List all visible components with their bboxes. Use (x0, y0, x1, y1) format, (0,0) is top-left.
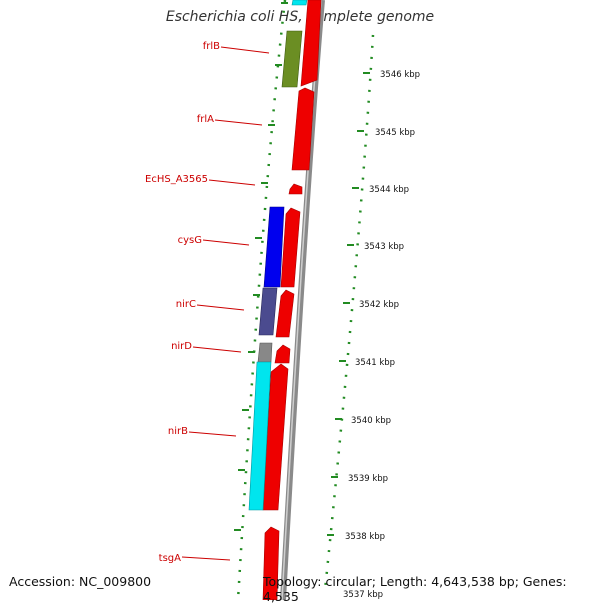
kbp-label: 3539 kbp (348, 474, 388, 484)
kbp-label: 3537 kbp (343, 590, 383, 600)
gene-block-nirD (257, 342, 273, 363)
gene-label-group: frlB frlA EcHS_A3565 cysG nirC nirD nirB… (145, 41, 220, 564)
gene-label: frlB (203, 41, 220, 52)
cds-feature (291, 87, 315, 171)
gene-blocks (248, 0, 308, 511)
cds-feature (262, 526, 280, 600)
gene-label: frlA (197, 114, 214, 125)
kbp-label: 3546 kbp (380, 70, 420, 80)
gene-block-frlB (281, 30, 303, 88)
cds-feature (275, 289, 295, 338)
gene-block-nirC (258, 287, 278, 336)
kbp-label: 3540 kbp (351, 416, 391, 426)
gene-leaders (181, 46, 270, 561)
gene-label: EcHS_A3565 (145, 174, 208, 185)
gene-label: nirC (176, 299, 196, 310)
map-title: Escherichia coli HS, complete genome (165, 9, 435, 25)
cds-feature (280, 207, 301, 288)
accession-text: Accession: NC_009800 (9, 574, 152, 589)
kbp-label: 3538 kbp (345, 532, 385, 542)
cds-feature (274, 344, 291, 364)
cds-features (262, 0, 322, 600)
cds-feature (288, 183, 303, 195)
inner-tick-marks (234, 2, 288, 531)
gene-label: nirB (168, 426, 188, 437)
gene-block-cysG (263, 206, 285, 288)
gene-label: cysG (178, 235, 202, 246)
cds-feature (300, 0, 322, 87)
gene-block-nirB (248, 361, 272, 511)
kbp-label: 3542 kbp (359, 300, 399, 310)
kbp-label: 3545 kbp (375, 128, 415, 138)
gene-block-top (291, 0, 308, 6)
outer-dotted-ring (323, 34, 375, 591)
outer-tick-marks (327, 72, 370, 536)
kbp-label: 3544 kbp (369, 185, 409, 195)
kbp-labels: 3546 kbp 3545 kbp 3544 kbp 3543 kbp 3542… (343, 70, 420, 600)
gene-label: nirD (171, 341, 192, 352)
gene-label: tsgA (159, 553, 181, 564)
kbp-label: 3541 kbp (355, 358, 395, 368)
kbp-label: 3543 kbp (364, 242, 404, 252)
